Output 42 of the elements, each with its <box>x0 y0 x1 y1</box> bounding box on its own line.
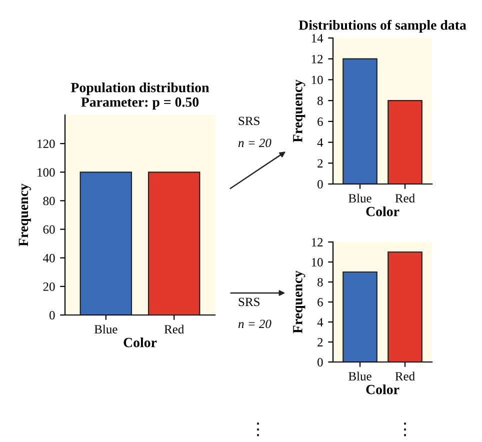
x-axis-title: Color <box>366 384 400 394</box>
x-tick-label: Blue <box>348 372 372 381</box>
y-tick-label: 4 <box>317 318 324 326</box>
y-axis-title: Frequency <box>18 184 31 246</box>
x-tick-label: Blue <box>94 324 118 334</box>
text: ⋮ <box>404 422 406 436</box>
x-axis-title: Color <box>124 337 157 348</box>
y-axis-title: Frequency <box>293 80 306 142</box>
y-tick-label: 6 <box>318 117 323 126</box>
text: n = 20 <box>238 320 272 328</box>
text: SRS <box>238 116 260 126</box>
y-tick-label: 10 <box>312 258 323 266</box>
x-axis-title: Color <box>366 206 400 216</box>
y-tick-label: 2 <box>318 338 323 346</box>
y-tick-label: 0 <box>50 311 55 320</box>
y-tick-label: 80 <box>43 196 55 206</box>
text: ⋮ <box>257 422 259 436</box>
x-tick-label: Red <box>395 194 415 203</box>
y-tick-label: 8 <box>318 278 323 286</box>
chart-title: Population distribution Parameter: p = 0.50 <box>70 82 210 110</box>
y-tick-label: 12 <box>312 238 323 246</box>
x-tick-label: Blue <box>348 194 372 203</box>
y-tick-label: 120 <box>38 140 55 148</box>
y-tick-label: 6 <box>318 298 323 306</box>
y-tick-label: 4 <box>317 138 324 147</box>
y-tick-label: 40 <box>43 254 55 262</box>
y-tick-label: 20 <box>43 282 55 291</box>
y-tick-label: 10 <box>312 76 323 84</box>
y-tick-label: 14 <box>312 34 324 42</box>
x-tick-label: Red <box>164 324 184 334</box>
y-tick-label: 0 <box>318 358 323 366</box>
y-axis-title: Frequency <box>293 270 306 334</box>
text: n = 20 <box>238 138 272 148</box>
y-tick-label: 100 <box>38 168 55 177</box>
x-tick-label: Red <box>395 372 415 381</box>
y-tick-label: 12 <box>312 54 323 64</box>
text: SRS <box>238 298 260 306</box>
y-tick-label: 60 <box>43 225 55 234</box>
y-tick-label: 0 <box>318 180 323 188</box>
y-tick-label: 2 <box>318 159 323 168</box>
y-tick-label: 8 <box>318 96 323 106</box>
chart-title: Distributions of sample data <box>298 20 466 33</box>
